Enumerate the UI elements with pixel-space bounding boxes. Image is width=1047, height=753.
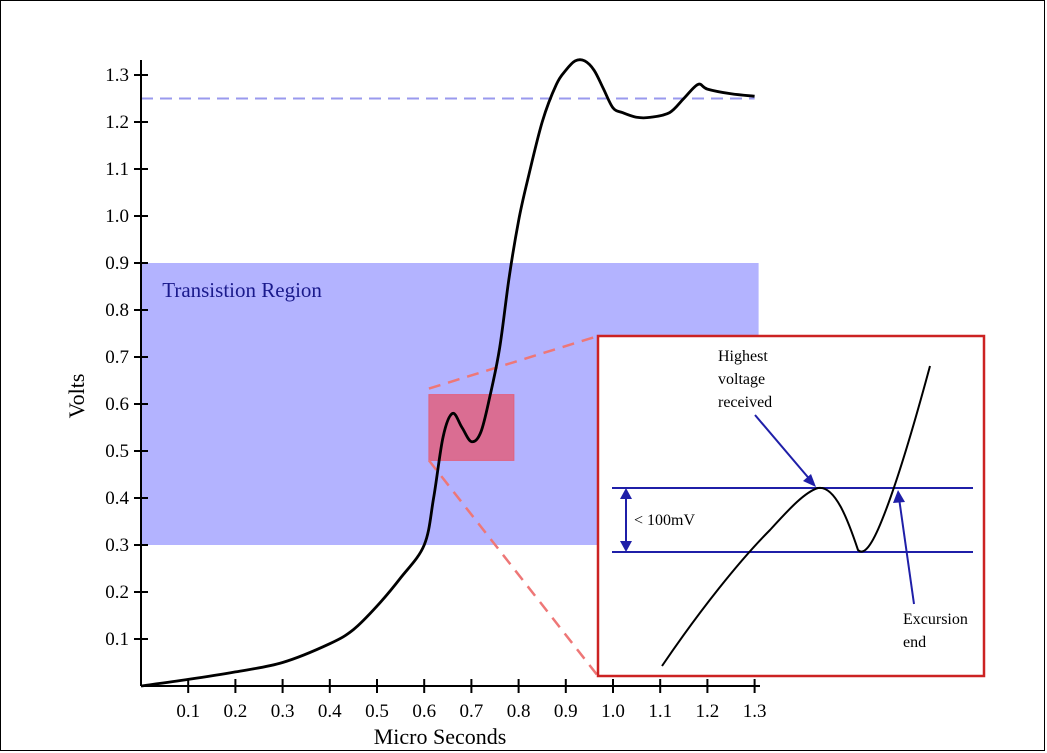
zoom-inset: < 100mV Highest voltage received Excursi… [596,334,986,678]
y-tick-label: 1.1 [105,159,129,180]
y-tick-label: 1.3 [105,65,129,86]
inset-box [596,334,986,678]
y-tick-label: 1.0 [105,206,129,227]
x-ticks: 0.1 0.2 0.3 0.4 0.5 0.6 0.7 0.8 0.9 1.0 1.1 1.2 1.3 [176,679,766,722]
inset-range-arrowhead-bottom [620,541,632,552]
annotation-excursion-arrow [898,497,915,605]
x-tick-label: 0.8 [507,701,531,722]
annotation-excursion-line-2: end [903,634,926,651]
annotation-excursion-arrowhead [893,490,905,503]
x-tick-label: 1.3 [743,701,767,722]
annotation-highest-line-3: received [718,394,772,411]
y-tick-label: 0.3 [105,535,129,556]
y-tick-label: 1.2 [105,112,129,133]
x-tick-label: 0.2 [224,701,248,722]
zoom-connector-bottom [427,459,599,677]
x-axis-title: Micro Seconds [374,724,507,749]
y-tick-label: 0.4 [105,488,129,509]
y-ticks: 0.1 0.2 0.3 0.4 0.5 0.6 0.7 0.8 0.9 1.0 1.1 1.2 1.3 [105,65,148,650]
x-tick-label: 0.6 [412,701,436,722]
x-tick-label: 0.4 [318,701,342,722]
x-tick-label: 0.7 [460,701,484,722]
x-tick-label: 1.1 [648,701,672,722]
inset-curve [661,365,931,667]
axes [140,60,760,687]
x-tick-label: 0.3 [271,701,295,722]
transition-region-label: Transistion Region [162,278,322,302]
x-tick-label: 0.9 [554,701,578,722]
x-tick-label: 1.2 [696,701,720,722]
annotation-highest-arrowhead [803,474,816,487]
y-tick-label: 0.6 [105,394,129,415]
series-line [140,58,755,688]
zoom-connector-top [428,334,599,390]
zoom-box [428,394,515,461]
x-tick-label: 0.5 [365,701,389,722]
inset-range-arrowhead-top [620,488,632,499]
annotation-highest-line-1: Highest [718,348,768,365]
y-tick-label: 0.9 [105,253,129,274]
y-tick-label: 0.2 [105,582,129,603]
annotation-excursion-line-1: Excursion [903,611,968,628]
y-tick-label: 0.5 [105,441,129,462]
y-tick-label: 0.8 [105,300,129,321]
y-axis-title: Volts [64,374,89,419]
x-tick-label: 0.1 [176,701,200,722]
y-tick-label: 0.1 [105,629,129,650]
y-tick-label: 0.7 [105,347,129,368]
annotation-highest-arrow [754,414,813,483]
inset-range-label: < 100mV [634,512,695,529]
x-tick-label: 1.0 [601,701,625,722]
annotation-highest-line-2: voltage [718,371,765,388]
